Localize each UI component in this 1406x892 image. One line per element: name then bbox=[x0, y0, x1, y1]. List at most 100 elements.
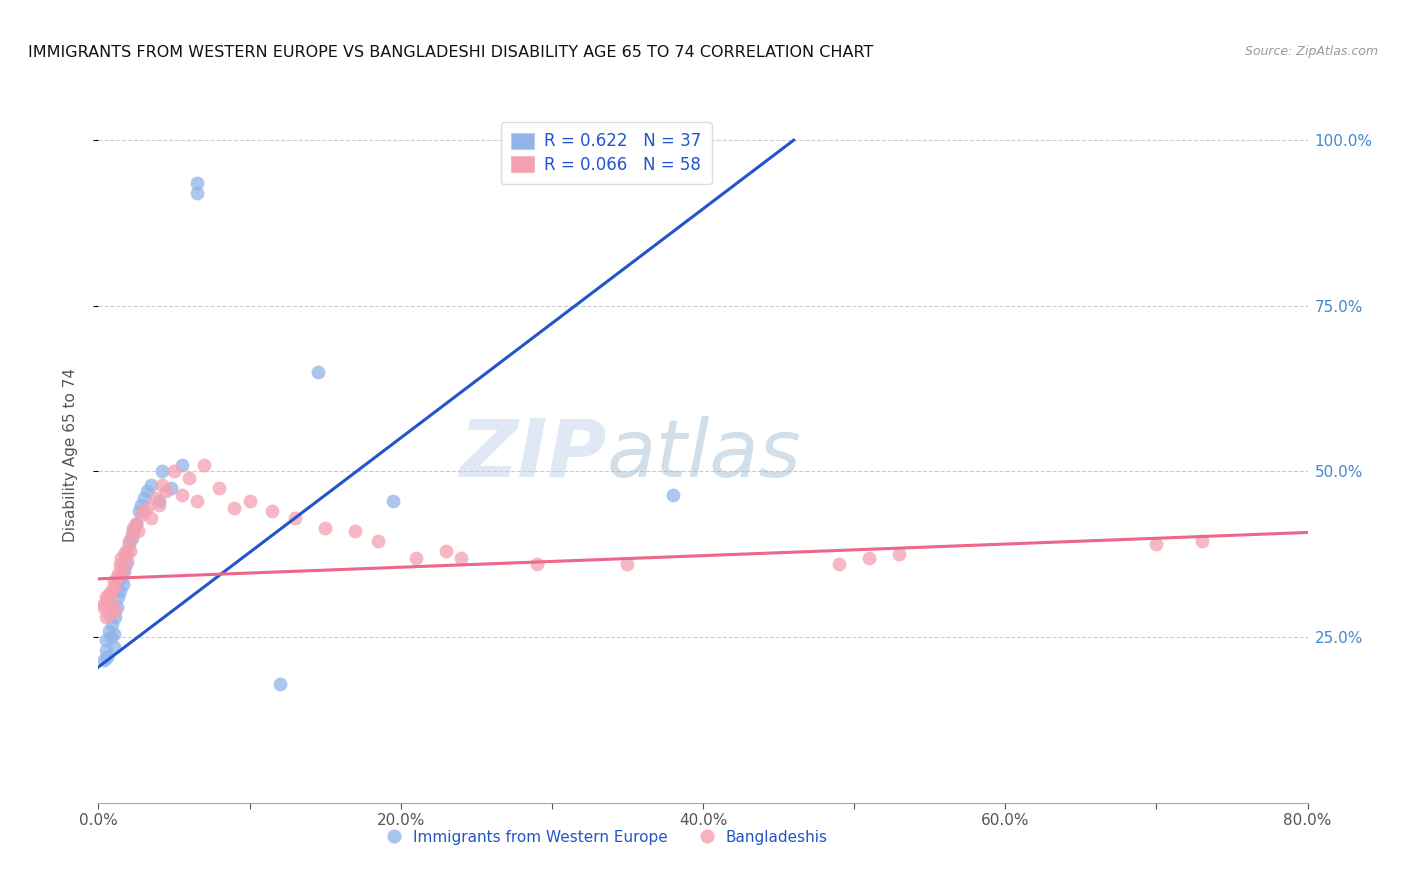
Point bbox=[1144, 537, 1167, 551]
Point bbox=[129, 498, 152, 512]
Point bbox=[224, 500, 246, 515]
Point bbox=[179, 471, 201, 485]
Point bbox=[150, 465, 173, 479]
Point bbox=[193, 458, 215, 472]
Point bbox=[101, 616, 124, 631]
Point bbox=[141, 511, 163, 525]
Point bbox=[104, 610, 127, 624]
Point bbox=[108, 558, 131, 572]
Point bbox=[616, 558, 638, 572]
Point bbox=[450, 550, 472, 565]
Point bbox=[118, 537, 141, 551]
Point bbox=[98, 607, 121, 621]
Point bbox=[314, 521, 336, 535]
Point bbox=[129, 508, 152, 522]
Y-axis label: Disability Age 65 to 74: Disability Age 65 to 74 bbox=[63, 368, 77, 542]
Point bbox=[828, 558, 851, 572]
Point bbox=[112, 564, 135, 578]
Point bbox=[111, 577, 134, 591]
Text: ZIP: ZIP bbox=[458, 416, 606, 494]
Point bbox=[105, 570, 128, 584]
Point bbox=[170, 458, 193, 472]
Point bbox=[98, 624, 121, 638]
Point bbox=[661, 488, 683, 502]
Point bbox=[405, 550, 427, 565]
Point bbox=[96, 650, 118, 665]
Point bbox=[163, 465, 186, 479]
Point bbox=[141, 477, 163, 491]
Text: Source: ZipAtlas.com: Source: ZipAtlas.com bbox=[1244, 45, 1378, 58]
Point bbox=[186, 186, 208, 201]
Point bbox=[93, 597, 115, 611]
Point bbox=[262, 504, 284, 518]
Point bbox=[208, 481, 231, 495]
Text: IMMIGRANTS FROM WESTERN EUROPE VS BANGLADESHI DISABILITY AGE 65 TO 74 CORRELATIO: IMMIGRANTS FROM WESTERN EUROPE VS BANGLA… bbox=[28, 45, 873, 60]
Point bbox=[110, 550, 132, 565]
Point bbox=[122, 524, 145, 538]
Point bbox=[367, 534, 389, 549]
Point bbox=[155, 484, 177, 499]
Point bbox=[96, 593, 118, 607]
Point bbox=[121, 531, 143, 545]
Point bbox=[118, 534, 141, 549]
Text: atlas: atlas bbox=[606, 416, 801, 494]
Point bbox=[91, 600, 114, 615]
Point bbox=[186, 494, 208, 508]
Point bbox=[121, 527, 143, 541]
Point bbox=[114, 544, 136, 558]
Point bbox=[94, 591, 117, 605]
Point bbox=[107, 591, 129, 605]
Point bbox=[112, 547, 135, 561]
Point bbox=[148, 498, 170, 512]
Point bbox=[98, 587, 121, 601]
Point bbox=[148, 494, 170, 508]
Point bbox=[382, 494, 405, 508]
Point bbox=[104, 604, 127, 618]
Point bbox=[122, 521, 145, 535]
Point bbox=[107, 567, 129, 582]
Point bbox=[135, 484, 157, 499]
Point bbox=[150, 477, 173, 491]
Point bbox=[125, 517, 148, 532]
Point bbox=[125, 517, 148, 532]
Point bbox=[114, 558, 136, 572]
Point bbox=[858, 550, 880, 565]
Point bbox=[889, 547, 911, 561]
Point bbox=[434, 544, 457, 558]
Point bbox=[94, 643, 117, 657]
Point bbox=[114, 547, 136, 561]
Point bbox=[1191, 534, 1213, 549]
Point bbox=[105, 600, 128, 615]
Point bbox=[115, 554, 138, 568]
Point bbox=[135, 500, 157, 515]
Point bbox=[284, 511, 307, 525]
Point bbox=[103, 574, 125, 588]
Point bbox=[108, 583, 131, 598]
Point bbox=[526, 558, 548, 572]
Point bbox=[160, 481, 183, 495]
Point bbox=[110, 560, 132, 574]
Point bbox=[132, 504, 155, 518]
Point bbox=[128, 504, 150, 518]
Point bbox=[344, 524, 367, 538]
Point bbox=[93, 653, 115, 667]
Point bbox=[94, 633, 117, 648]
Point bbox=[186, 176, 208, 190]
Point bbox=[103, 640, 125, 654]
Point bbox=[111, 564, 134, 578]
Point bbox=[103, 581, 125, 595]
Point bbox=[103, 627, 125, 641]
Point bbox=[100, 583, 122, 598]
Point bbox=[110, 570, 132, 584]
Point bbox=[239, 494, 262, 508]
Legend: Immigrants from Western Europe, Bangladeshis: Immigrants from Western Europe, Banglade… bbox=[380, 823, 834, 851]
Point bbox=[101, 597, 124, 611]
Point bbox=[100, 630, 122, 644]
Point bbox=[170, 488, 193, 502]
Point bbox=[120, 544, 142, 558]
Point bbox=[145, 491, 167, 505]
Point bbox=[94, 610, 117, 624]
Point bbox=[269, 676, 291, 690]
Point bbox=[132, 491, 155, 505]
Point bbox=[307, 365, 329, 379]
